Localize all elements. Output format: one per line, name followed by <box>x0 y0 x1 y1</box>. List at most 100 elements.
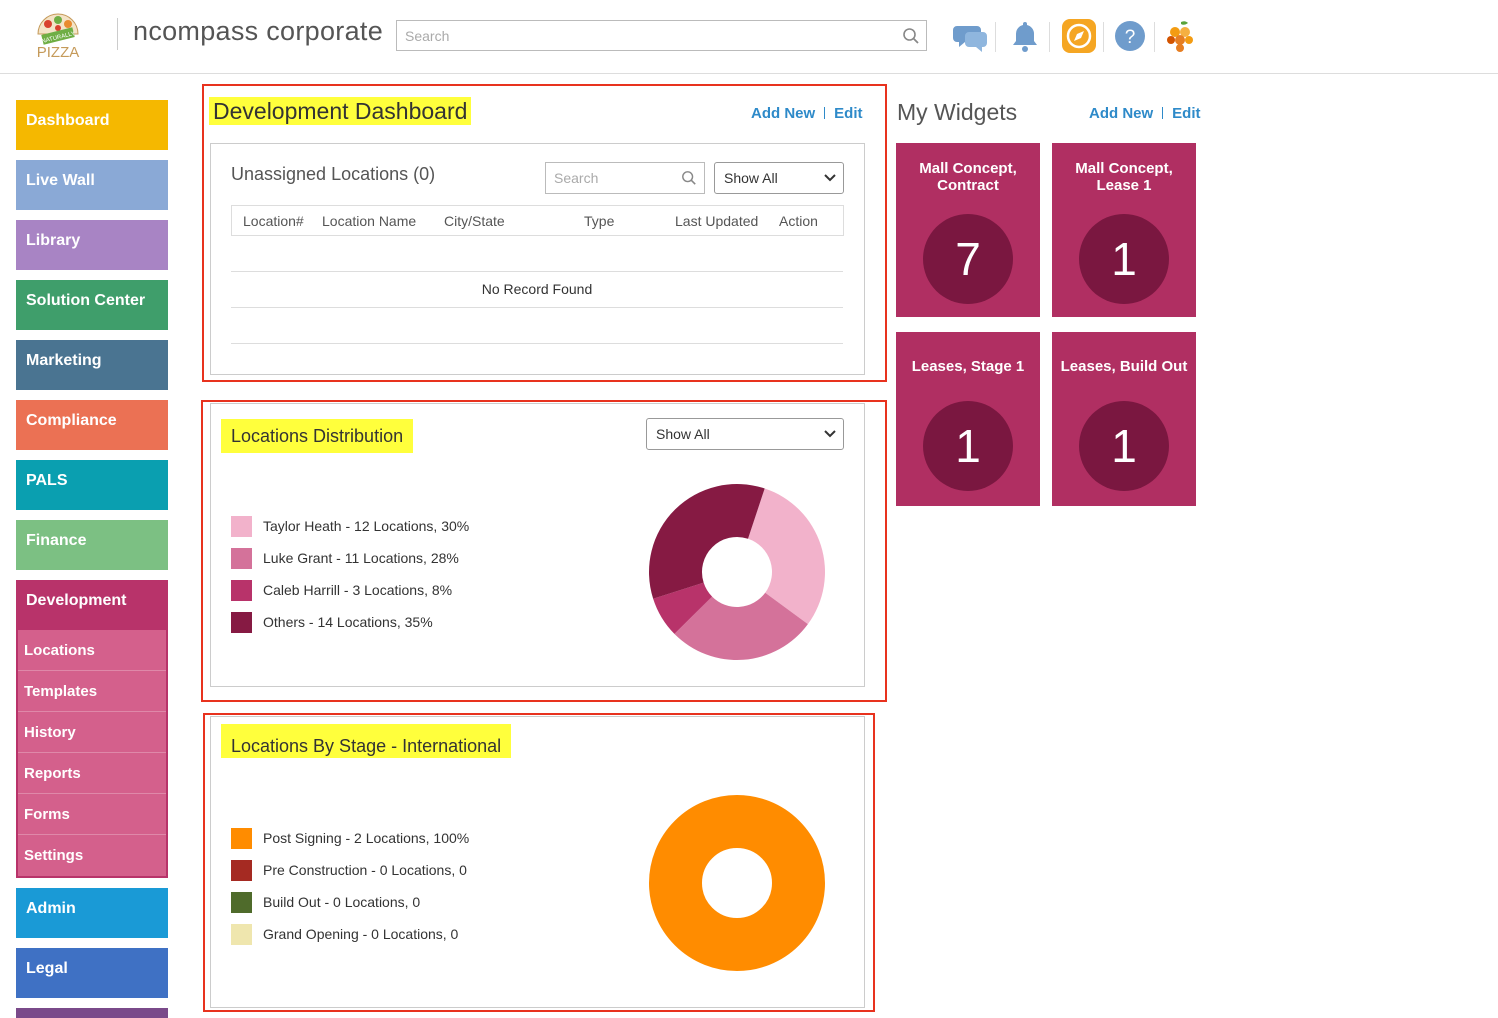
donut-slice-post-signing[interactable] <box>649 795 825 971</box>
widget-label: Lease 1 <box>1096 177 1152 194</box>
column-header[interactable]: Last Updated <box>675 213 759 229</box>
nav-library[interactable]: Library <box>16 220 168 270</box>
highlight-frame <box>203 713 875 1012</box>
chevron-down-icon <box>824 174 836 182</box>
header-divider <box>117 18 118 50</box>
header-divider <box>1103 22 1104 52</box>
select-value: Show All <box>724 170 778 186</box>
global-search-input[interactable] <box>397 21 877 50</box>
unassigned-filter-select[interactable]: Show All <box>714 162 844 194</box>
edit-widgets-link[interactable]: Edit <box>1172 105 1201 122</box>
chat-icon[interactable] <box>953 18 989 54</box>
dev-dashboard-title: Development Dashboard <box>209 97 472 125</box>
legend-swatch <box>231 828 252 849</box>
nav-marketing[interactable]: Marketing <box>16 340 168 390</box>
svg-text:PIZZA: PIZZA <box>37 44 80 60</box>
by-stage-donut-chart <box>649 795 825 971</box>
column-header[interactable]: Type <box>584 213 615 229</box>
nav-more[interactable] <box>16 1008 168 1018</box>
widget-label: Mall Concept, <box>919 160 1017 177</box>
nav-finance[interactable]: Finance <box>16 520 168 570</box>
highlight-frame <box>202 84 887 382</box>
nav-compliance[interactable]: Compliance <box>16 400 168 450</box>
distribution-title: Locations Distribution <box>221 419 414 453</box>
nav-admin[interactable]: Admin <box>16 888 168 938</box>
search-icon[interactable] <box>902 27 920 45</box>
widget-label: Contract <box>937 177 999 194</box>
column-header[interactable]: Location Name <box>322 213 417 229</box>
nav-live-wall[interactable]: Live Wall <box>16 160 168 210</box>
bell-icon[interactable] <box>1007 18 1043 54</box>
widget-tile[interactable]: Mall Concept, Lease 1 1 <box>1052 143 1196 317</box>
legend-label: Taylor Heath - 12 Locations, 30% <box>263 518 470 534</box>
legend-swatch <box>231 860 252 881</box>
header-divider <box>995 22 996 52</box>
search-icon[interactable] <box>681 170 697 186</box>
widget-tile[interactable]: Mall Concept, Contract 7 <box>896 143 1040 317</box>
locations-table-header: Location# Location Name City/State Type … <box>231 205 844 236</box>
app-title: ncompass corporate <box>133 16 384 46</box>
link-divider <box>824 107 826 119</box>
legend-swatch <box>231 924 252 945</box>
global-search[interactable] <box>396 20 927 51</box>
legend-label: Others - 14 Locations, 35% <box>263 614 433 630</box>
table-divider <box>231 343 843 344</box>
column-header[interactable]: Action <box>779 213 818 229</box>
compass-icon[interactable] <box>1061 18 1097 54</box>
legend-label: Luke Grant - 11 Locations, 28% <box>263 550 459 566</box>
subnav-locations[interactable]: Locations <box>18 630 166 671</box>
add-new-link[interactable]: Add New <box>751 105 816 122</box>
legend-swatch <box>231 548 252 569</box>
subnav-reports[interactable]: Reports <box>18 753 166 794</box>
legend-label: Build Out - 0 Locations, 0 <box>263 894 421 910</box>
widget-tile[interactable]: Leases, Build Out 1 <box>1052 332 1196 506</box>
widget-count: 1 <box>1079 401 1169 491</box>
nav-dashboard[interactable]: Dashboard <box>16 100 168 150</box>
column-header[interactable]: City/State <box>444 213 505 229</box>
donut-slice-caleb-harrill[interactable] <box>653 582 713 634</box>
add-new-widget-link[interactable]: Add New <box>1089 105 1154 122</box>
nav-development[interactable]: Development <box>16 580 168 630</box>
fruit-icon[interactable] <box>1163 18 1199 54</box>
widget-label: Leases, Build Out <box>1060 358 1188 375</box>
header-divider <box>1154 22 1155 52</box>
edit-link[interactable]: Edit <box>834 105 863 122</box>
legend-swatch <box>231 892 252 913</box>
dev-dashboard-actions: Add New Edit <box>751 105 863 123</box>
widget-count: 1 <box>1079 214 1169 304</box>
help-icon[interactable]: ? <box>1112 18 1148 54</box>
legend-swatch <box>231 516 252 537</box>
subnav-forms[interactable]: Forms <box>18 794 166 835</box>
subnav-settings[interactable]: Settings <box>24 847 84 864</box>
widget-count: 7 <box>923 214 1013 304</box>
subnav-history[interactable]: History <box>18 712 166 753</box>
legend-label: Grand Opening - 0 Locations, 0 <box>263 926 459 942</box>
highlight-frame <box>201 400 887 702</box>
header-divider <box>1049 22 1050 52</box>
unassigned-locations-title: Unassigned Locations (0) <box>231 164 436 184</box>
widgets-actions: Add New Edit <box>1089 105 1201 123</box>
legend-label: Post Signing - 2 Locations, 100% <box>263 830 470 846</box>
donut-slice-taylor-heath[interactable] <box>748 488 825 625</box>
widget-count: 1 <box>923 401 1013 491</box>
distribution-filter-select[interactable]: Show All <box>646 418 844 450</box>
legend-label: Caleb Harrill - 3 Locations, 8% <box>263 582 453 598</box>
nav-legal[interactable]: Legal <box>16 948 168 998</box>
table-divider <box>231 307 843 308</box>
column-header[interactable]: Location# <box>243 213 304 229</box>
my-widgets-title: My Widgets <box>897 99 1018 125</box>
donut-slice-others[interactable] <box>649 484 765 599</box>
subnav-templates[interactable]: Templates <box>18 671 166 712</box>
nav-solution-center[interactable]: Solution Center <box>16 280 168 330</box>
table-divider <box>231 271 843 272</box>
widget-tile[interactable]: Leases, Stage 1 1 <box>896 332 1040 506</box>
locations-search[interactable] <box>545 162 705 194</box>
legend-swatch <box>231 612 252 633</box>
naturally-pizza-logo[interactable]: NATURALLY PIZZA <box>30 12 86 60</box>
nav-pals[interactable]: PALS <box>16 460 168 510</box>
donut-slice-luke-grant[interactable] <box>674 592 808 660</box>
link-divider <box>1162 107 1164 119</box>
legend-swatch <box>231 580 252 601</box>
distribution-donut-chart <box>649 484 825 660</box>
locations-search-input[interactable] <box>546 163 676 193</box>
